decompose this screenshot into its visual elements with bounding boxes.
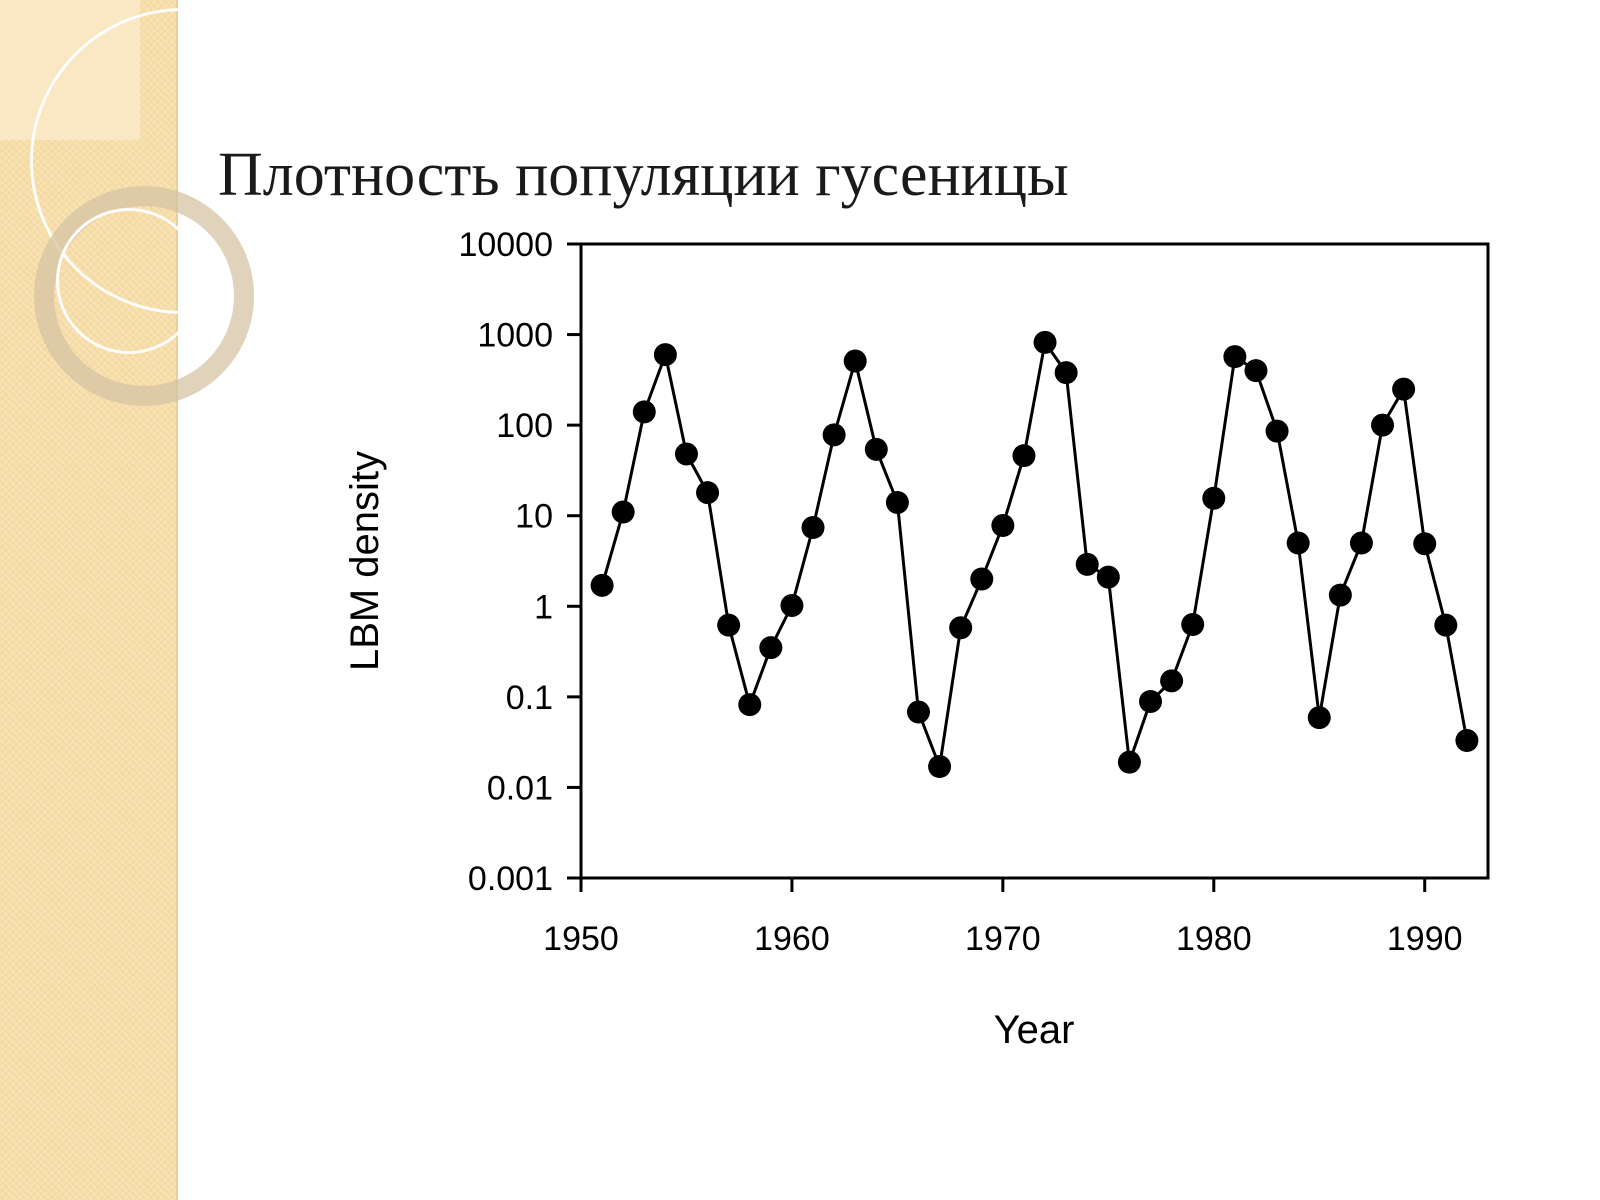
- data-point: [970, 567, 994, 591]
- data-point: [1286, 531, 1310, 555]
- y-tick-label: 100: [496, 407, 553, 445]
- data-point: [1265, 419, 1289, 443]
- decorative-ring-small: [56, 208, 202, 354]
- x-tick-label: 1990: [1387, 920, 1463, 958]
- y-tick-label: 1000: [477, 317, 553, 355]
- x-tick-label: 1970: [965, 920, 1041, 958]
- data-point: [632, 400, 656, 424]
- data-point: [696, 481, 720, 505]
- series-line: [600, 340, 1469, 769]
- data-point: [843, 349, 867, 373]
- data-point: [991, 513, 1015, 537]
- data-point: [590, 573, 614, 597]
- y-tick-label: 0.1: [506, 679, 553, 717]
- data-point: [1012, 444, 1036, 468]
- side-decoration-edge: [176, 0, 178, 1200]
- x-tick-label: 1980: [1176, 920, 1252, 958]
- data-point: [1054, 361, 1078, 385]
- data-point: [906, 700, 930, 724]
- data-point: [864, 437, 888, 461]
- data-point: [1075, 552, 1099, 576]
- y-tick-label: 10000: [458, 226, 553, 264]
- data-point: [1455, 728, 1479, 752]
- data-point: [1223, 345, 1247, 369]
- data-point: [611, 500, 635, 524]
- data-point: [1434, 613, 1458, 637]
- data-point: [674, 442, 698, 466]
- y-tick-label: 0.01: [487, 769, 553, 807]
- data-point: [1202, 486, 1226, 510]
- data-point: [1181, 612, 1205, 636]
- data-point: [653, 343, 677, 367]
- y-tick-label: 10: [515, 498, 553, 536]
- data-point: [1371, 413, 1395, 437]
- data-point: [1413, 532, 1437, 556]
- x-tick-label: 1960: [754, 920, 830, 958]
- series-layer: [590, 330, 1479, 779]
- data-point: [780, 594, 804, 618]
- data-point: [1139, 689, 1163, 713]
- y-axis: 0.001 0.01 0.1 1 10 100 1000 10000: [458, 226, 581, 898]
- y-tick-label: 1: [534, 588, 553, 626]
- y-tick-label: 0.001: [468, 860, 553, 898]
- data-point: [928, 755, 952, 779]
- data-point: [801, 516, 825, 540]
- data-point: [1160, 669, 1184, 693]
- x-axis-title: Year: [994, 1008, 1075, 1052]
- data-point: [822, 423, 846, 447]
- data-point: [1307, 706, 1331, 730]
- data-point: [1392, 377, 1416, 401]
- data-point: [1096, 565, 1120, 589]
- data-point: [1349, 531, 1373, 555]
- data-point: [738, 693, 762, 717]
- x-axis: 1950 1960 1970 1980 1990: [543, 878, 1463, 958]
- data-point: [1244, 359, 1268, 383]
- data-point: [717, 613, 741, 637]
- data-point: [1117, 750, 1141, 774]
- data-point: [1033, 330, 1057, 354]
- y-axis-title: LBM density: [343, 451, 387, 671]
- data-point: [885, 490, 909, 514]
- data-point: [1328, 583, 1352, 607]
- x-tick-label: 1950: [543, 920, 619, 958]
- data-point: [759, 636, 783, 660]
- data-point: [949, 616, 973, 640]
- slide-title: Плотность популяции гусеницы: [218, 141, 1069, 209]
- plot-frame: [579, 242, 1490, 880]
